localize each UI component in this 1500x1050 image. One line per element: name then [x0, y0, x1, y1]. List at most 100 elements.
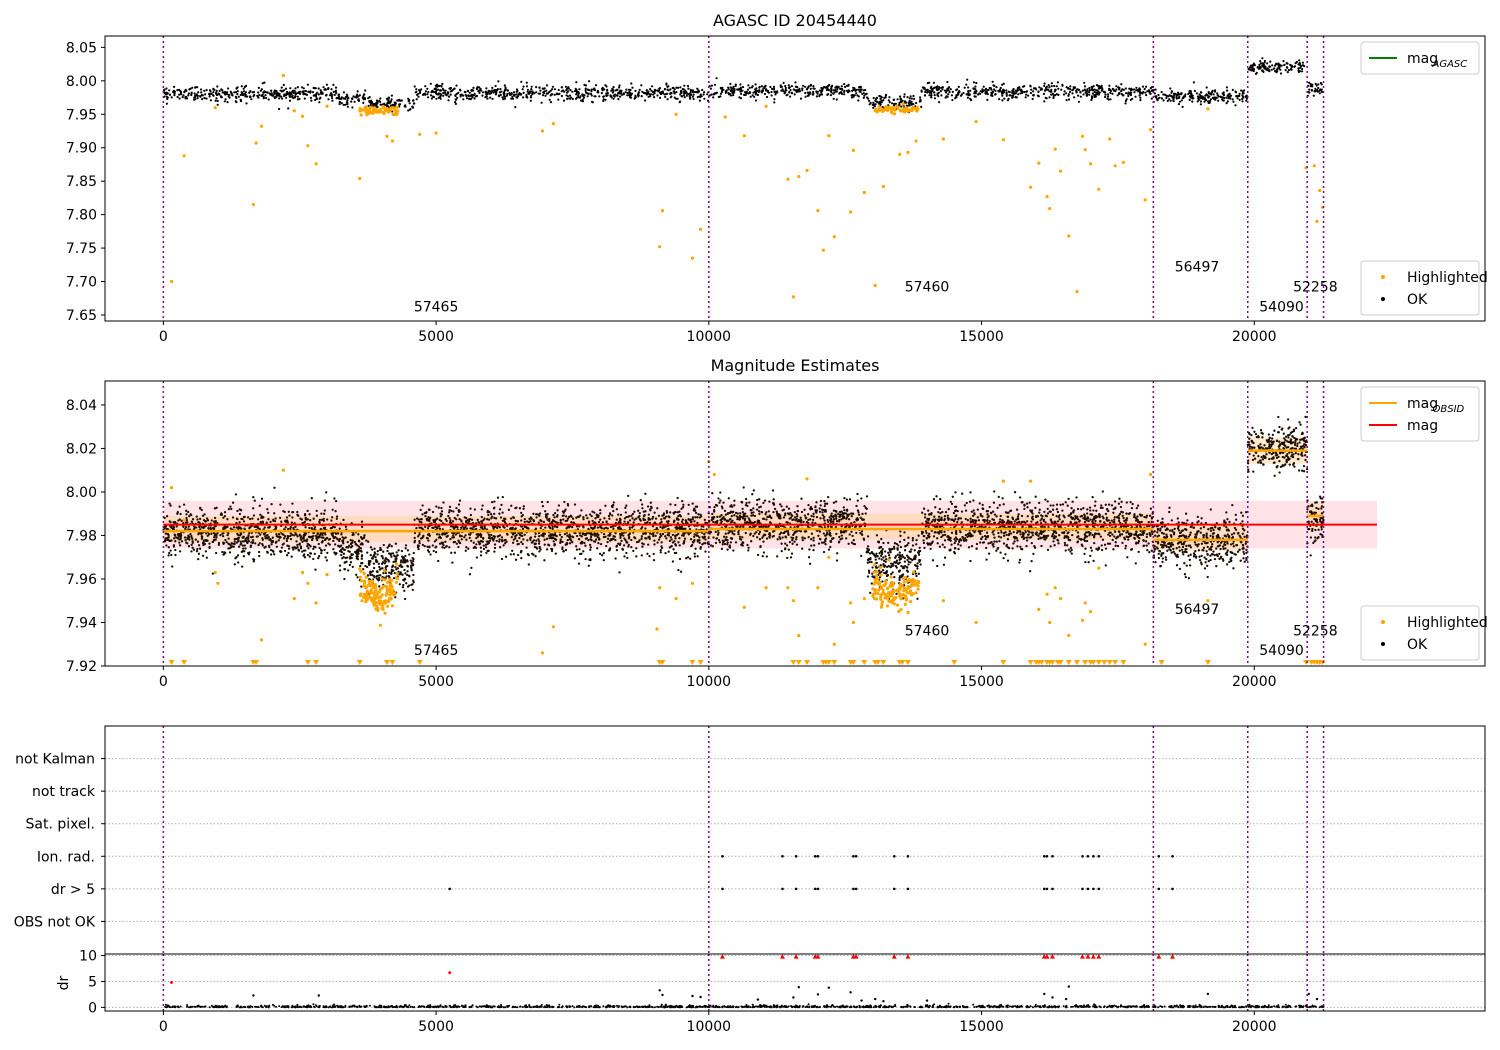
ok-point [514, 527, 517, 530]
ok-point [1053, 94, 1056, 97]
ok-point [580, 99, 583, 102]
ok-point [829, 90, 833, 93]
ok-point [291, 502, 294, 505]
ok-point [1043, 82, 1046, 85]
ok-point [772, 85, 776, 88]
ok-point [372, 566, 376, 570]
ok-point [448, 505, 452, 509]
ok-point [240, 85, 243, 88]
ok-point [682, 532, 685, 535]
highlighted-point [1108, 137, 1112, 141]
ok-point [1149, 92, 1152, 95]
ok-point [1104, 93, 1107, 96]
ok-point [671, 541, 675, 544]
ok-point [732, 92, 735, 95]
ok-point [811, 93, 815, 96]
ok-point [815, 95, 819, 98]
ok-point [1019, 92, 1022, 95]
ok-point [231, 501, 235, 504]
ok-point [680, 507, 683, 510]
ok-point [249, 90, 252, 93]
ok-point [345, 101, 348, 104]
ok-point [330, 519, 333, 522]
ok-point [848, 90, 851, 93]
ok-point [557, 98, 560, 101]
ok-point [318, 546, 321, 550]
ok-point [480, 89, 483, 92]
ok-point [622, 92, 625, 95]
ok-point [240, 527, 243, 530]
ok-point [1227, 97, 1230, 100]
ok-point [1190, 94, 1193, 97]
ok-point [877, 102, 880, 105]
ok-point [852, 95, 855, 98]
ok-point [1255, 71, 1258, 74]
ok-point [666, 98, 669, 101]
ok-point [394, 565, 397, 569]
ok-point [471, 94, 474, 97]
ok-point [236, 509, 239, 513]
ok-point [415, 517, 419, 520]
ok-point [510, 535, 513, 539]
ok-point [479, 87, 482, 90]
ok-point [620, 539, 623, 543]
ok-point [421, 543, 425, 547]
ok-point [424, 90, 427, 93]
ok-point [1307, 90, 1310, 94]
ok-point [974, 95, 977, 98]
ok-point [344, 536, 347, 539]
ok-point [1014, 92, 1017, 95]
ok-point [679, 90, 682, 93]
ok-point [575, 545, 578, 548]
ok-point [274, 527, 278, 530]
ok-point [212, 527, 216, 530]
ok-point [321, 91, 324, 94]
ok-point [516, 553, 520, 557]
ok-point [739, 90, 742, 93]
ok-point [660, 92, 663, 96]
ok-point [486, 518, 489, 521]
ok-point [376, 553, 379, 556]
ok-point [484, 546, 488, 549]
ok-point [733, 89, 736, 92]
ok-point [678, 544, 681, 547]
ok-point [1065, 92, 1068, 95]
ok-point [510, 97, 513, 100]
ok-point [278, 535, 281, 539]
ok-point [308, 526, 311, 530]
ok-point [1263, 64, 1266, 67]
highlighted-point [377, 109, 381, 113]
ok-point [825, 85, 828, 89]
ok-point [480, 520, 483, 523]
ok-point [384, 571, 388, 575]
ok-point [619, 534, 622, 538]
ok-point [556, 525, 559, 529]
ok-point [188, 88, 191, 91]
ok-point [482, 547, 486, 551]
ok-point [198, 517, 202, 521]
ok-point [197, 544, 201, 547]
ok-point [344, 96, 347, 99]
ok-point [956, 94, 959, 97]
ok-point [951, 98, 954, 102]
ok-point [1252, 62, 1255, 65]
ok-point [395, 557, 398, 560]
highlighted-point [881, 184, 886, 189]
ok-point [1056, 81, 1059, 84]
ok-point [804, 91, 807, 95]
ok-point [401, 585, 405, 589]
ok-point [264, 91, 267, 94]
ok-point [1240, 89, 1243, 92]
ok-point [445, 519, 448, 523]
ok-point [235, 556, 238, 559]
ok-point [373, 547, 376, 550]
ok-point [190, 520, 193, 523]
ok-point [289, 526, 292, 529]
ok-point [520, 80, 523, 83]
ok-point [946, 87, 949, 91]
ok-point [693, 539, 696, 542]
ok-point [403, 568, 406, 572]
ok-point [258, 542, 261, 545]
ok-point [318, 101, 321, 104]
ok-point [324, 533, 327, 536]
